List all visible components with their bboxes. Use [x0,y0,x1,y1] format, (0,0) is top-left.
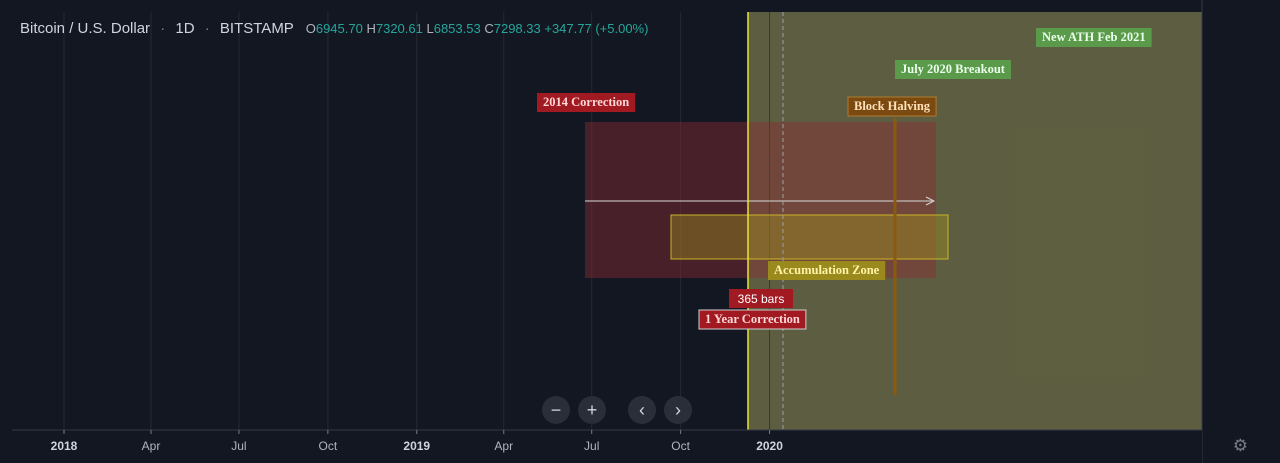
scroll-left-button[interactable]: ‹ [628,396,656,424]
time-tick-label: 2018 [51,439,78,453]
label-2014-correction-bg [537,93,636,112]
ohlc-values: O6945.70 H7320.61 L6853.53 C7298.33 +347… [305,21,649,36]
label-new-ath-bg [1036,28,1152,47]
label-365-bars: 365 bars [729,289,793,308]
chart-header: Bitcoin / U.S. Dollar · 1D · BITSTAMP O6… [20,20,649,37]
label-year-correction-text: 1 Year Correction [705,312,800,326]
label-block-halving: Block Halving [847,96,937,117]
accumulation-zone [670,214,949,260]
exchange: BITSTAMP [219,20,294,37]
correction-zone [585,122,936,278]
zoom-in-button[interactable]: + [578,396,606,424]
forecast-zone [748,12,1202,430]
label-365-bars-text: 365 bars [738,292,785,306]
label-block-halving-bg [847,96,937,117]
open-value: 6945.70 [315,21,363,36]
correction-arrow-head [925,196,936,206]
time-tick-label: Jul [584,439,599,453]
time-tick-label: Apr [494,439,513,453]
time-tick-label: 2019 [403,439,430,453]
time-tick-label: 2020 [756,439,783,453]
symbol-title: Bitcoin / U.S. Dollar [20,20,151,37]
label-block-halving-text: Block Halving [854,99,931,113]
label-year-correction-bg [698,309,807,330]
zoom-out-button[interactable]: − [542,396,570,424]
label-new-ath: New ATH Feb 2021 [1036,28,1152,47]
time-tick-label: Jul [231,439,246,453]
label-july-breakout-text: July 2020 Breakout [901,62,1006,76]
label-july-breakout-bg [895,60,1011,79]
interval[interactable]: 1D [175,20,195,37]
label-2014-correction-text: 2014 Correction [543,95,629,109]
time-tick-label: Oct [671,439,690,453]
label-accumulation-zone-bg [768,261,886,280]
label-new-ath-text: New ATH Feb 2021 [1042,30,1146,44]
time-tick-label: Apr [142,439,161,453]
gear-icon[interactable]: ⚙ [1232,436,1248,455]
high-value: 7320.61 [375,21,423,36]
low-value: 6853.53 [433,21,481,36]
label-2014-correction: 2014 Correction [537,93,636,112]
price-axis [1202,0,1280,463]
label-july-breakout: July 2020 Breakout [895,60,1011,79]
label-365-bars-bg [729,289,793,308]
label-accumulation-zone-text: Accumulation Zone [774,263,880,277]
time-axis [0,430,1202,463]
change-value: +347.77 (+5.00%) [544,21,649,36]
close-value: 7298.33 [493,21,541,36]
time-tick-label: Oct [319,439,338,453]
label-year-correction: 1 Year Correction [698,309,807,330]
scroll-right-button[interactable]: › [664,396,692,424]
label-accumulation-zone: Accumulation Zone [768,261,886,280]
